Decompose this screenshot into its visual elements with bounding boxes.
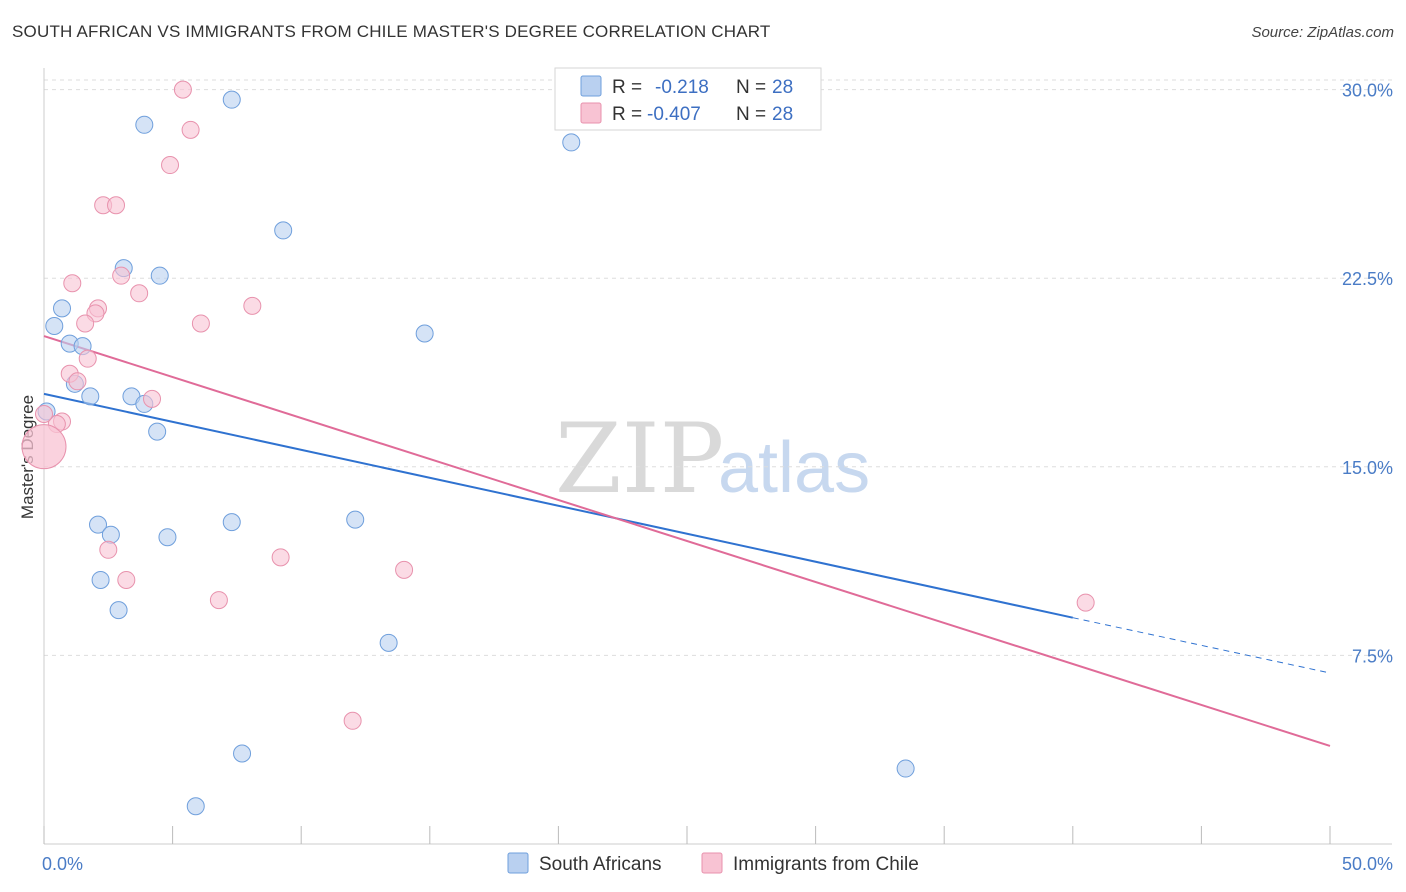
data-points bbox=[21, 80, 1095, 816]
point-immigrants-from-chile bbox=[191, 314, 210, 333]
point-immigrants-from-chile bbox=[112, 266, 131, 285]
point-south-africans bbox=[135, 115, 154, 134]
point-immigrants-from-chile bbox=[117, 570, 136, 589]
point-immigrants-from-chile bbox=[68, 372, 87, 391]
x-tick-label: 0.0% bbox=[42, 854, 83, 874]
legend-swatch-immigrants-from-chile bbox=[580, 102, 602, 124]
point-immigrants-from-chile bbox=[130, 284, 149, 303]
watermark-zip: ZIP bbox=[555, 403, 724, 515]
trend-line-immigrants-from-chile bbox=[43, 335, 1331, 747]
legend-swatch-south-africans bbox=[580, 75, 602, 97]
point-immigrants-from-chile bbox=[99, 540, 118, 559]
source-credit: Source: ZipAtlas.com bbox=[1251, 24, 1394, 41]
point-immigrants-from-chile bbox=[107, 196, 126, 215]
point-south-africans bbox=[91, 570, 110, 589]
trend-line-extension-south-africans bbox=[1072, 617, 1331, 674]
point-south-africans bbox=[53, 299, 72, 318]
y-tick-label: 30.0% bbox=[1342, 81, 1393, 101]
point-south-africans bbox=[415, 324, 434, 343]
point-south-africans bbox=[896, 759, 915, 778]
point-south-africans bbox=[81, 387, 100, 406]
legend-r-value-2: -0.407 bbox=[647, 104, 701, 125]
point-south-africans bbox=[274, 221, 293, 240]
point-immigrants-from-chile bbox=[161, 156, 180, 175]
trend-line-south-africans bbox=[43, 392, 1074, 619]
point-south-africans bbox=[233, 744, 252, 763]
point-south-africans bbox=[346, 510, 365, 529]
y-tick-label: 7.5% bbox=[1352, 646, 1393, 666]
tick-labels: 7.5% 15.0% 22.5% 30.0% 0.0% 50.0% bbox=[42, 81, 1393, 874]
point-south-africans bbox=[562, 133, 581, 152]
x-tick-label: 50.0% bbox=[1342, 854, 1393, 874]
trend-lines bbox=[43, 335, 1331, 747]
watermark-atlas: atlas bbox=[718, 428, 870, 508]
bottom-legend-swatch-immigrants-from-chile bbox=[701, 852, 723, 874]
y-tick-label: 15.0% bbox=[1342, 458, 1393, 478]
point-immigrants-from-chile bbox=[21, 424, 67, 470]
point-immigrants-from-chile bbox=[343, 711, 362, 730]
legend-n-value-1: 28 bbox=[772, 77, 793, 98]
point-immigrants-from-chile bbox=[181, 120, 200, 139]
bottom-legend-label-immigrants-from-chile: Immigrants from Chile bbox=[733, 854, 919, 875]
bottom-legend-swatch-south-africans bbox=[507, 852, 529, 874]
legend-n-label-1: N = bbox=[736, 77, 766, 98]
point-south-africans bbox=[89, 515, 108, 534]
point-immigrants-from-chile bbox=[243, 296, 262, 315]
point-immigrants-from-chile bbox=[143, 389, 162, 408]
legend-r-label-2: R = bbox=[612, 104, 642, 125]
point-immigrants-from-chile bbox=[271, 548, 290, 567]
chart-title: SOUTH AFRICAN VS IMMIGRANTS FROM CHILE M… bbox=[12, 22, 771, 41]
point-south-africans bbox=[186, 797, 205, 816]
point-south-africans bbox=[150, 266, 169, 285]
point-immigrants-from-chile bbox=[209, 591, 228, 610]
point-immigrants-from-chile bbox=[1076, 593, 1095, 612]
point-south-africans bbox=[222, 513, 241, 532]
y-tick-label: 22.5% bbox=[1342, 269, 1393, 289]
series-legend: South Africans Immigrants from Chile bbox=[507, 852, 919, 875]
legend-r-label-1: R = bbox=[612, 77, 642, 98]
point-immigrants-from-chile bbox=[395, 560, 414, 579]
legend-n-value-2: 28 bbox=[772, 104, 793, 125]
point-south-africans bbox=[222, 90, 241, 109]
point-south-africans bbox=[379, 633, 398, 652]
correlation-legend: R = -0.218 N = 28 R = -0.407 N = 28 bbox=[554, 67, 822, 131]
point-immigrants-from-chile bbox=[76, 314, 95, 333]
legend-r-value-1: -0.218 bbox=[655, 77, 709, 98]
point-south-africans bbox=[158, 528, 177, 547]
point-immigrants-from-chile bbox=[63, 274, 82, 293]
point-immigrants-from-chile bbox=[173, 80, 192, 99]
point-south-africans bbox=[109, 601, 128, 620]
point-immigrants-from-chile bbox=[35, 404, 53, 423]
point-south-africans bbox=[101, 525, 120, 544]
grid-lines bbox=[44, 79, 1392, 656]
point-south-africans bbox=[148, 422, 167, 441]
point-south-africans bbox=[45, 316, 64, 335]
bottom-legend-label-south-africans: South Africans bbox=[539, 854, 662, 875]
point-immigrants-from-chile bbox=[78, 349, 97, 368]
legend-n-label-2: N = bbox=[736, 104, 766, 125]
